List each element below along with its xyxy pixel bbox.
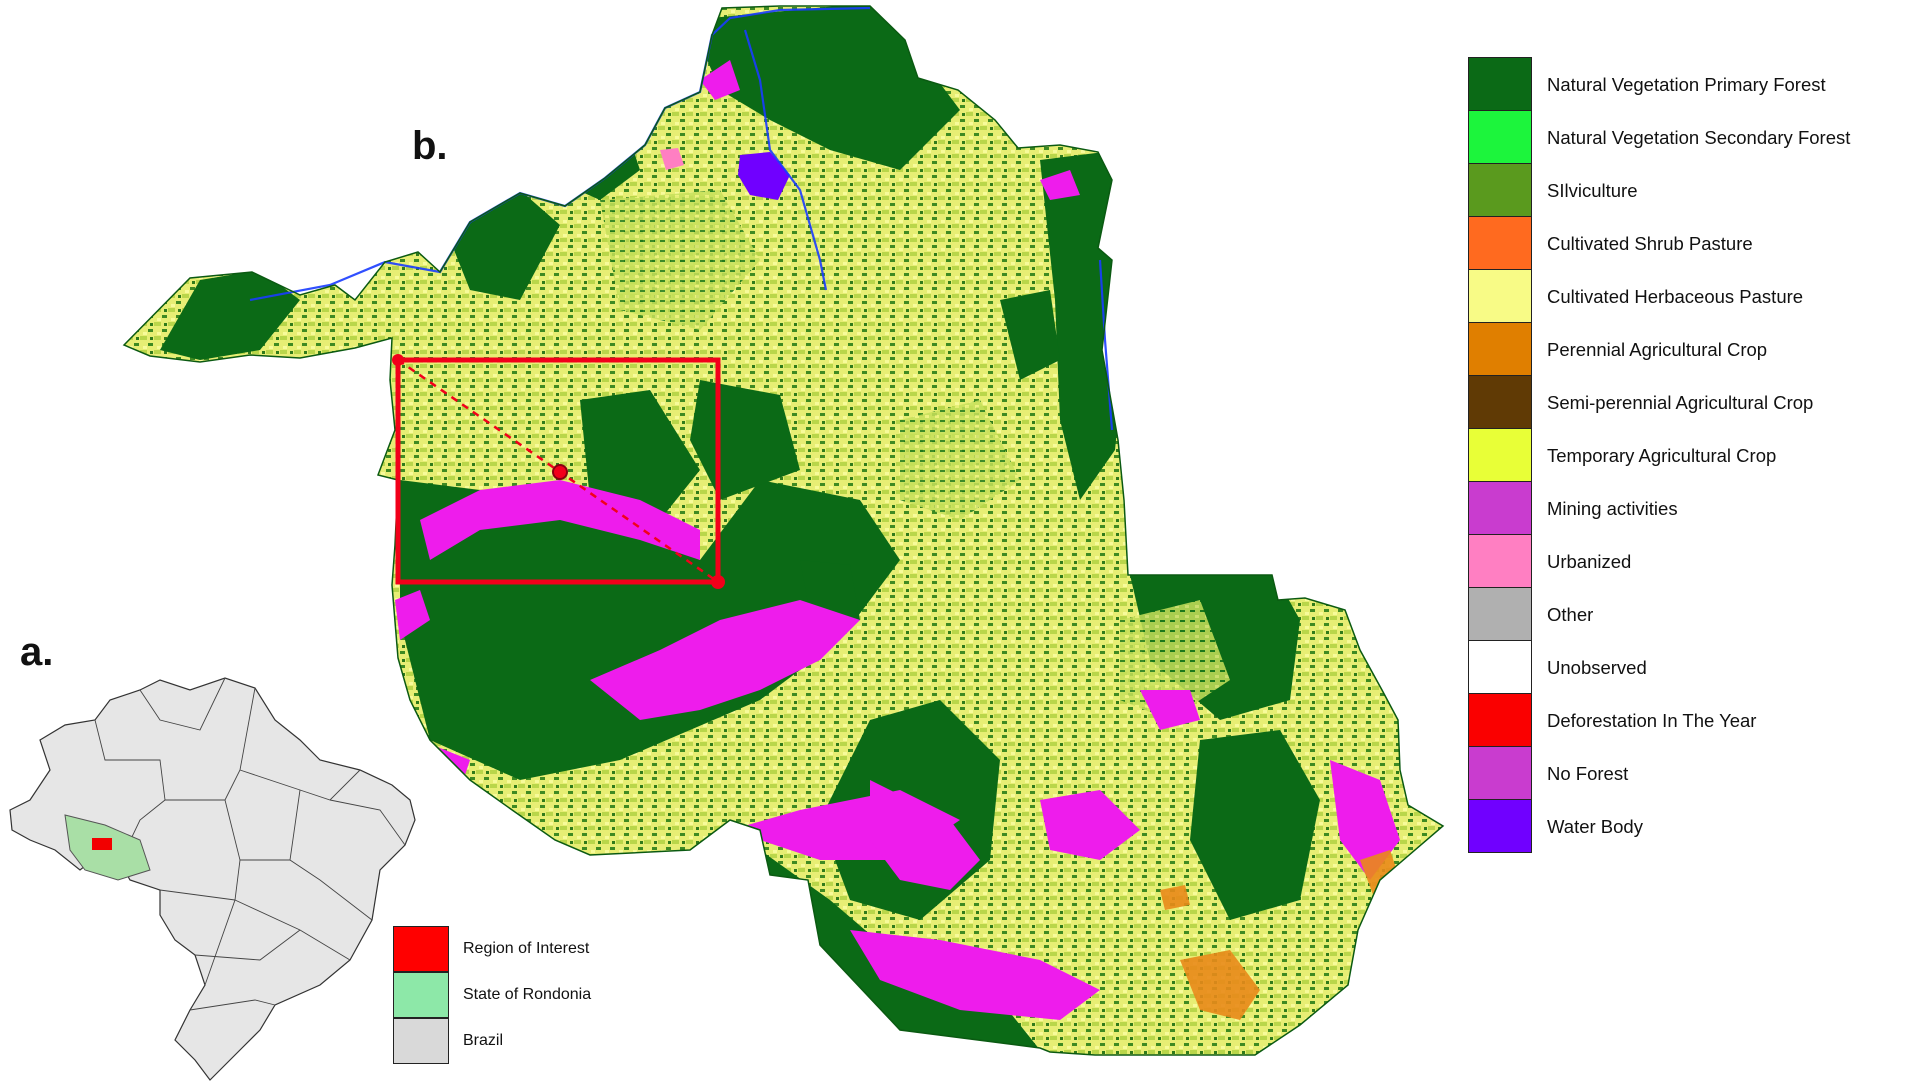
legend-label: Brazil — [463, 1032, 504, 1049]
legend-label: Unobserved — [1547, 656, 1647, 678]
legend-label: Deforestation In The Year — [1547, 709, 1757, 731]
legend-label: State of Rondonia — [463, 986, 592, 1003]
legend-label: Perennial Agricultural Crop — [1547, 338, 1768, 360]
legend-swatch — [1468, 57, 1532, 111]
legend-swatch — [1468, 110, 1532, 164]
legend-item: Semi-perennial Agricultural Crop — [1468, 375, 1850, 429]
legend-swatch — [1468, 693, 1532, 747]
legend-item: Deforestation In The Year — [1468, 693, 1850, 747]
legend-item: Natural Vegetation Primary Forest — [1468, 57, 1850, 111]
legend-swatch — [1468, 746, 1532, 800]
region-of-interest-box — [392, 354, 725, 589]
panel-label-b: b. — [412, 124, 448, 168]
legend-item: Unobserved — [1468, 640, 1850, 694]
panel-label-a: a. — [20, 630, 54, 674]
legend-swatch — [1468, 216, 1532, 270]
brazil-inset-map — [9, 677, 416, 1081]
landcover-legend: Natural Vegetation Primary Forest Natura… — [1468, 57, 1851, 853]
legend-swatch — [1468, 640, 1532, 694]
legend-item: Temporary Agricultural Crop — [1468, 428, 1850, 482]
inset-legend: Region of Interest State of Rondonia Bra… — [393, 925, 592, 1064]
legend-swatch — [1468, 375, 1532, 429]
legend-swatch — [1468, 534, 1532, 588]
legend-item: Region of Interest — [393, 925, 591, 972]
legend-swatch — [1468, 481, 1532, 535]
legend-label: Mining activities — [1547, 497, 1678, 519]
legend-swatch — [1468, 269, 1532, 323]
legend-item: SIlviculture — [1468, 163, 1850, 217]
legend-swatch — [1468, 322, 1532, 376]
legend-item: Brazil — [393, 1017, 591, 1064]
legend-swatch — [1468, 587, 1532, 641]
legend-label: Natural Vegetation Secondary Forest — [1547, 126, 1851, 148]
legend-label: Other — [1547, 603, 1594, 625]
legend-item: No Forest — [1468, 746, 1850, 800]
legend-item: Mining activities — [1468, 481, 1850, 535]
legend-label: Natural Vegetation Primary Forest — [1547, 73, 1826, 95]
legend-label: Cultivated Shrub Pasture — [1547, 232, 1753, 254]
legend-swatch — [1468, 799, 1532, 853]
legend-swatch — [1468, 163, 1532, 217]
legend-label: Region of Interest — [463, 940, 590, 957]
legend-label: No Forest — [1547, 762, 1629, 784]
legend-swatch — [393, 971, 449, 1018]
rondonia-landcover-map — [122, 5, 1445, 1056]
legend-item: Cultivated Shrub Pasture — [1468, 216, 1850, 270]
legend-label: SIlviculture — [1547, 179, 1638, 201]
legend-swatch — [1468, 428, 1532, 482]
legend-label: Water Body — [1547, 815, 1643, 837]
legend-item: Water Body — [1468, 799, 1850, 853]
legend-item: Natural Vegetation Secondary Forest — [1468, 110, 1851, 164]
legend-swatch — [393, 925, 449, 972]
legend-item: Perennial Agricultural Crop — [1468, 322, 1850, 376]
legend-swatch — [393, 1017, 449, 1064]
legend-label: Temporary Agricultural Crop — [1547, 444, 1777, 466]
legend-label: Semi-perennial Agricultural Crop — [1547, 391, 1814, 413]
legend-label: Cultivated Herbaceous Pasture — [1547, 285, 1804, 307]
legend-item: Other — [1468, 587, 1850, 641]
legend-item: Cultivated Herbaceous Pasture — [1468, 269, 1850, 323]
legend-item: Urbanized — [1468, 534, 1850, 588]
legend-item: State of Rondonia — [393, 971, 592, 1018]
legend-label: Urbanized — [1547, 550, 1632, 572]
